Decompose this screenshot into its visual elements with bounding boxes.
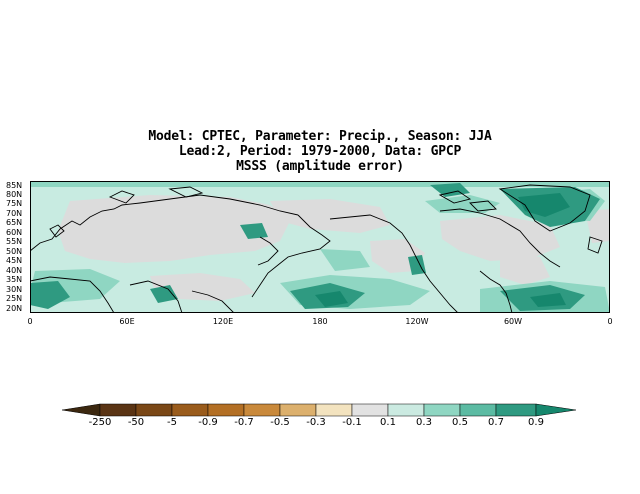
- lat-label: 80N: [6, 190, 23, 199]
- colorbar-label: 0.9: [528, 417, 544, 428]
- colorbar-swatch: [135, 403, 173, 417]
- lon-label: 120E: [212, 317, 234, 326]
- colorbar-swatch: [459, 403, 497, 417]
- coastlines: [30, 184, 603, 313]
- lat-label: 60N: [6, 228, 23, 237]
- map-border: [30, 181, 610, 313]
- lat-label: 40N: [6, 266, 23, 275]
- colorbar-swatch: [243, 403, 281, 417]
- title-line-1: Model: CPTEC, Parameter: Precip., Season…: [148, 129, 492, 144]
- lat-label: 85N: [6, 181, 23, 190]
- colorbar-arrow-left: [61, 403, 101, 417]
- colorbar-label: -0.7: [234, 417, 254, 428]
- colorbar-arrow-right: [535, 403, 577, 417]
- colorbar-label: -5: [167, 417, 177, 428]
- colorbar-label: -0.1: [342, 417, 362, 428]
- colorbar-label: -0.5: [270, 417, 290, 428]
- precip-map: [30, 181, 610, 313]
- colorbar-swatch: [99, 403, 137, 417]
- colorbar-label: 0.5: [452, 417, 468, 428]
- lat-label: 25N: [6, 294, 23, 303]
- colorbar-swatch: [351, 403, 389, 417]
- colorbar-swatch: [387, 403, 425, 417]
- colorbar-legend: [61, 402, 578, 421]
- colorbar-svg: [61, 403, 577, 417]
- colorbar-swatch: [279, 403, 317, 417]
- lon-label: 60E: [119, 317, 135, 326]
- lat-label: 65N: [6, 218, 23, 227]
- lat-label: 50N: [6, 247, 23, 256]
- lat-label: 20N: [6, 304, 23, 313]
- colorbar-label: -50: [127, 417, 145, 428]
- neutral-regions: [58, 195, 610, 301]
- lat-label: 70N: [6, 209, 23, 218]
- colorbar-label: 0.1: [380, 417, 396, 428]
- colorbar-label: -0.3: [306, 417, 326, 428]
- lon-label: 0: [27, 317, 33, 326]
- colorbar-swatch: [315, 403, 353, 417]
- colorbar-swatch: [423, 403, 461, 417]
- lat-label: 35N: [6, 275, 23, 284]
- colorbar-swatch: [495, 403, 537, 417]
- colorbar-swatch: [207, 403, 245, 417]
- title-line-2: Lead:2, Period: 1979-2000, Data: GPCP: [178, 144, 462, 159]
- colorbar-swatch: [171, 403, 209, 417]
- highest-skill-regions: [315, 193, 570, 307]
- lat-label: 45N: [6, 256, 23, 265]
- colorbar-label: -250: [88, 417, 112, 428]
- lat-label: 55N: [6, 237, 23, 246]
- map-svg: [30, 181, 610, 313]
- title-line-3: MSSS (amplitude error): [236, 159, 404, 174]
- lon-label: 0: [607, 317, 613, 326]
- chart-title: Model: CPTEC, Parameter: Precip., Season…: [0, 129, 640, 174]
- lon-label: 60W: [503, 317, 523, 326]
- lat-label: 75N: [6, 199, 23, 208]
- colorbar-label: -0.9: [198, 417, 218, 428]
- colorbar-label: 0.7: [488, 417, 504, 428]
- lon-label: 180: [312, 317, 328, 326]
- lat-label: 30N: [6, 285, 23, 294]
- colorbar-label: 0.3: [416, 417, 432, 428]
- lon-label: 120W: [405, 317, 429, 326]
